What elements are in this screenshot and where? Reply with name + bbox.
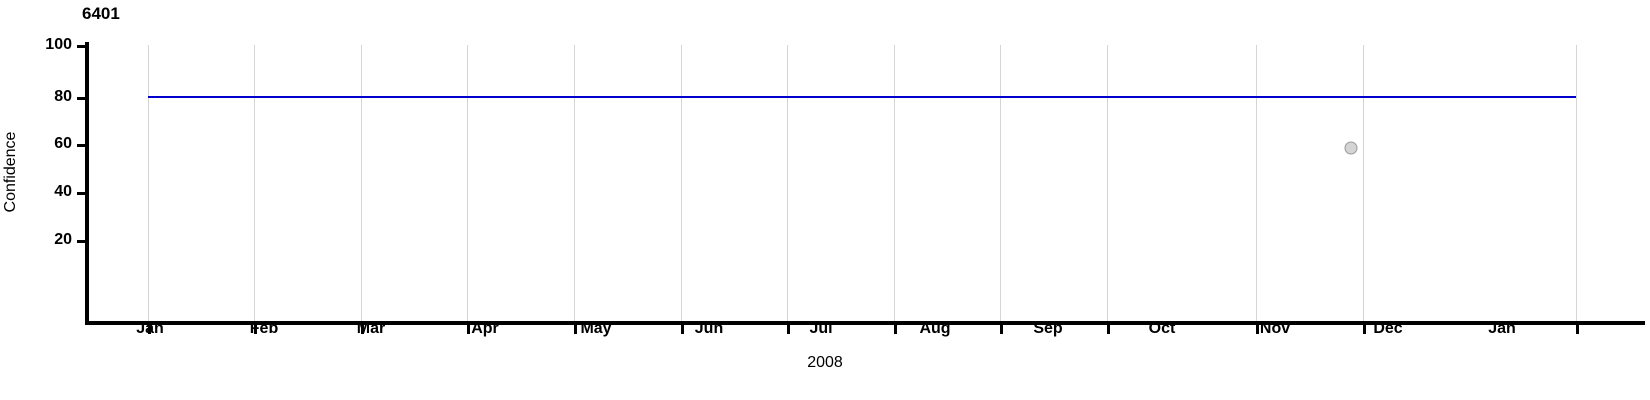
gridline-mar [361, 45, 362, 322]
gridline-jun [681, 45, 682, 322]
x-tick-jan [148, 324, 151, 334]
x-tick-label-apr: Apr [471, 320, 499, 337]
x-tick-apr [467, 324, 470, 334]
gridline-aug [894, 45, 895, 322]
gridline-may [574, 45, 575, 322]
gridline-jan-next [1576, 45, 1577, 322]
gridline-sep [1000, 45, 1001, 322]
gridline-nov [1256, 45, 1257, 322]
x-tick-jul [787, 324, 790, 334]
x-tick-label-oct: Oct [1148, 320, 1176, 337]
gridline-oct [1107, 45, 1108, 322]
x-tick-label-jun: Jun [694, 320, 724, 337]
x-tick-label-sep: Sep [1033, 320, 1063, 337]
y-tick-label-20: 20 [54, 231, 72, 248]
threshold-line-series [148, 96, 1576, 98]
x-tick-aug [894, 324, 897, 334]
x-tick-oct [1107, 324, 1110, 334]
x-tick-jun [681, 324, 684, 334]
data-point-nov[interactable] [1344, 141, 1358, 155]
y-tick-label-40: 40 [54, 183, 72, 200]
x-tick-sep [1000, 324, 1003, 334]
y-tick-20 [77, 240, 86, 243]
x-tick-jan-next [1576, 324, 1579, 334]
gridline-apr [467, 45, 468, 322]
x-tick-feb [254, 324, 257, 334]
x-tick-label-dec: Dec [1373, 320, 1403, 337]
gridline-feb [254, 45, 255, 322]
y-tick-40 [77, 192, 86, 195]
gridline-jul [787, 45, 788, 322]
x-tick-label-feb: Feb [249, 320, 279, 337]
x-tick-label-jan-next: Jan [1488, 320, 1516, 337]
y-axis-title: Confidence [2, 131, 19, 213]
y-tick-80 [77, 97, 86, 100]
y-tick-label-100: 100 [45, 36, 72, 53]
x-tick-label-jan: Jan [136, 320, 164, 337]
x-tick-dec [1363, 324, 1366, 334]
x-tick-label-aug: Aug [919, 320, 951, 337]
gridline-jan [148, 45, 149, 322]
gridline-dec [1363, 45, 1364, 322]
x-tick-label-mar: Mar [356, 320, 386, 337]
x-tick-may [574, 324, 577, 334]
x-tick-label-may: May [580, 320, 612, 337]
x-axis-line [85, 321, 1645, 325]
y-tick-label-80: 80 [54, 88, 72, 105]
y-tick-label-60: 60 [54, 135, 72, 152]
chart-title: 6401 [82, 4, 120, 23]
x-tick-mar [361, 324, 364, 334]
x-tick-label-jul: Jul [809, 320, 833, 337]
y-tick-60 [77, 144, 86, 147]
y-axis-line [85, 42, 89, 325]
x-tick-nov [1256, 324, 1259, 334]
x-tick-label-nov: Nov [1259, 320, 1291, 337]
x-axis-title: 2008 [807, 354, 843, 371]
y-tick-100 [77, 45, 86, 48]
